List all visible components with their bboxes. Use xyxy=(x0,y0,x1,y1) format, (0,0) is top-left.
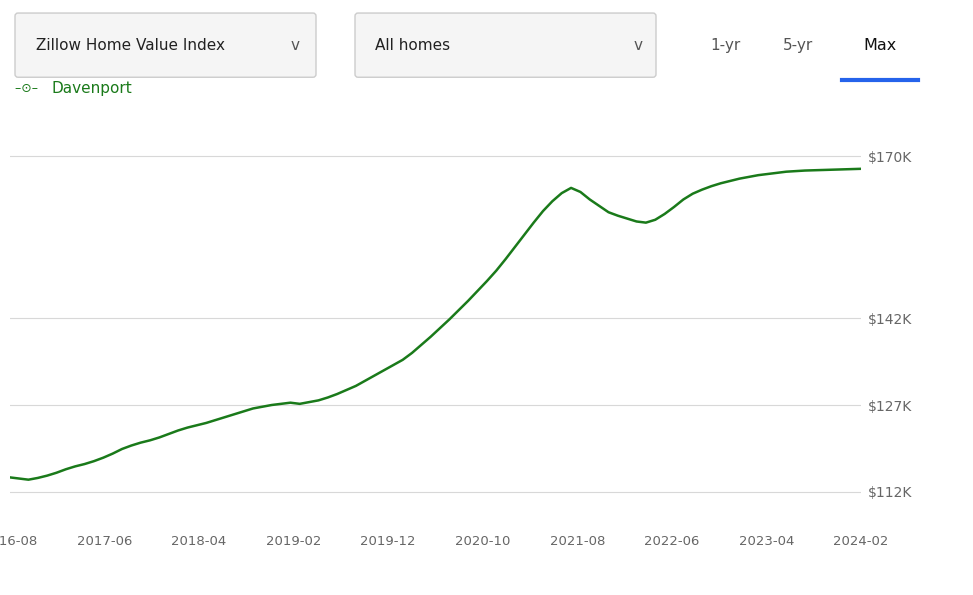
Text: Max: Max xyxy=(863,37,897,52)
Text: Davenport: Davenport xyxy=(52,80,132,96)
Text: Zillow Home Value Index: Zillow Home Value Index xyxy=(36,37,225,52)
Text: v: v xyxy=(291,37,300,52)
Text: 5-yr: 5-yr xyxy=(783,37,813,52)
FancyBboxPatch shape xyxy=(355,13,656,77)
Text: All homes: All homes xyxy=(375,37,450,52)
Text: v: v xyxy=(633,37,642,52)
Text: 1-yr: 1-yr xyxy=(710,37,740,52)
Text: –⊙–: –⊙– xyxy=(15,82,42,95)
FancyBboxPatch shape xyxy=(15,13,316,77)
